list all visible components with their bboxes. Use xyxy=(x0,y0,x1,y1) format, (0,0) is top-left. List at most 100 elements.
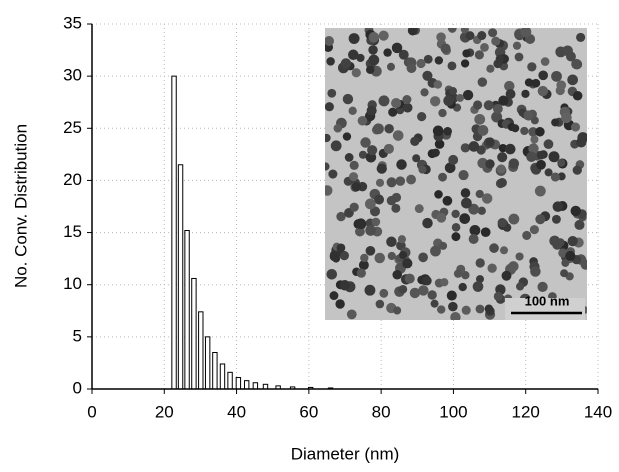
particle xyxy=(562,45,573,57)
particle xyxy=(535,214,546,225)
particle xyxy=(325,185,333,196)
particle xyxy=(349,172,359,182)
particle xyxy=(527,62,537,72)
particle xyxy=(376,163,387,174)
particle xyxy=(492,103,503,114)
particle xyxy=(412,154,421,163)
particle xyxy=(365,225,376,236)
particle xyxy=(402,95,412,105)
particle xyxy=(560,269,569,278)
particle xyxy=(434,56,444,65)
particle xyxy=(375,299,385,309)
particle xyxy=(580,259,587,270)
particle xyxy=(577,132,587,144)
bar xyxy=(227,371,233,390)
y-tick-label: 0 xyxy=(73,378,82,397)
particle xyxy=(434,139,445,149)
particle xyxy=(485,159,495,169)
particle xyxy=(443,127,452,136)
particle xyxy=(498,95,509,106)
particle xyxy=(409,287,421,299)
x-tick-label: 0 xyxy=(87,402,96,421)
particle xyxy=(378,30,389,41)
particle xyxy=(422,217,433,229)
x-tick-label: 100 xyxy=(439,402,467,421)
particle xyxy=(497,217,507,228)
bar xyxy=(177,164,184,390)
particle xyxy=(430,96,441,107)
particle xyxy=(349,202,359,212)
particle xyxy=(570,122,581,132)
particle xyxy=(461,305,471,315)
particle xyxy=(360,137,371,148)
y-tick-label: 25 xyxy=(63,118,82,137)
bar xyxy=(198,311,204,390)
particle xyxy=(551,70,562,82)
particle xyxy=(340,58,352,69)
particle xyxy=(469,224,481,236)
particle xyxy=(528,127,538,137)
particle xyxy=(364,198,376,210)
particle xyxy=(552,201,564,212)
particle xyxy=(497,178,507,188)
particle xyxy=(486,64,495,73)
particle xyxy=(367,145,378,156)
particle xyxy=(360,253,369,263)
particle xyxy=(431,148,440,157)
particle xyxy=(365,65,375,74)
particle xyxy=(336,211,346,222)
particle xyxy=(484,304,494,313)
particle xyxy=(534,185,546,197)
particle xyxy=(417,112,427,122)
particle xyxy=(348,33,360,44)
particle xyxy=(325,102,334,112)
bar xyxy=(219,363,226,390)
particle xyxy=(406,174,416,185)
particle xyxy=(440,43,451,54)
particle xyxy=(508,158,520,169)
particle xyxy=(493,291,503,301)
particle xyxy=(447,28,457,33)
bar xyxy=(184,229,190,390)
particle xyxy=(451,209,460,219)
particle xyxy=(346,309,357,320)
particle xyxy=(460,188,471,198)
x-tick-label: 60 xyxy=(299,402,318,421)
x-tick-label: 20 xyxy=(155,402,174,421)
y-tick-label: 35 xyxy=(63,13,82,32)
particle xyxy=(462,89,474,101)
particle xyxy=(480,227,491,238)
particle xyxy=(473,100,483,110)
particle xyxy=(530,266,541,277)
particle xyxy=(462,49,471,58)
particle xyxy=(558,248,568,258)
particle xyxy=(356,53,365,63)
particle xyxy=(330,140,342,152)
particle xyxy=(511,124,520,133)
particle xyxy=(498,143,508,153)
particle xyxy=(440,278,449,287)
particle xyxy=(378,95,390,107)
particle xyxy=(497,152,508,163)
particle xyxy=(571,58,582,70)
y-tick-label: 30 xyxy=(63,66,82,85)
y-axis-label: No. Conv. Distribution xyxy=(11,124,30,288)
particle xyxy=(404,273,415,284)
particle xyxy=(329,291,339,300)
particle xyxy=(414,204,424,214)
particle xyxy=(458,282,467,292)
particle xyxy=(332,254,341,263)
particle xyxy=(371,217,381,227)
particle xyxy=(368,54,380,66)
particle xyxy=(354,226,365,237)
particle xyxy=(366,105,377,116)
particle xyxy=(468,234,479,245)
particle xyxy=(499,246,509,255)
particle xyxy=(515,252,524,261)
particle xyxy=(423,54,433,64)
particle xyxy=(485,137,495,147)
particle xyxy=(474,50,484,60)
particle xyxy=(365,245,376,256)
particle xyxy=(393,306,402,315)
particle xyxy=(557,158,566,167)
